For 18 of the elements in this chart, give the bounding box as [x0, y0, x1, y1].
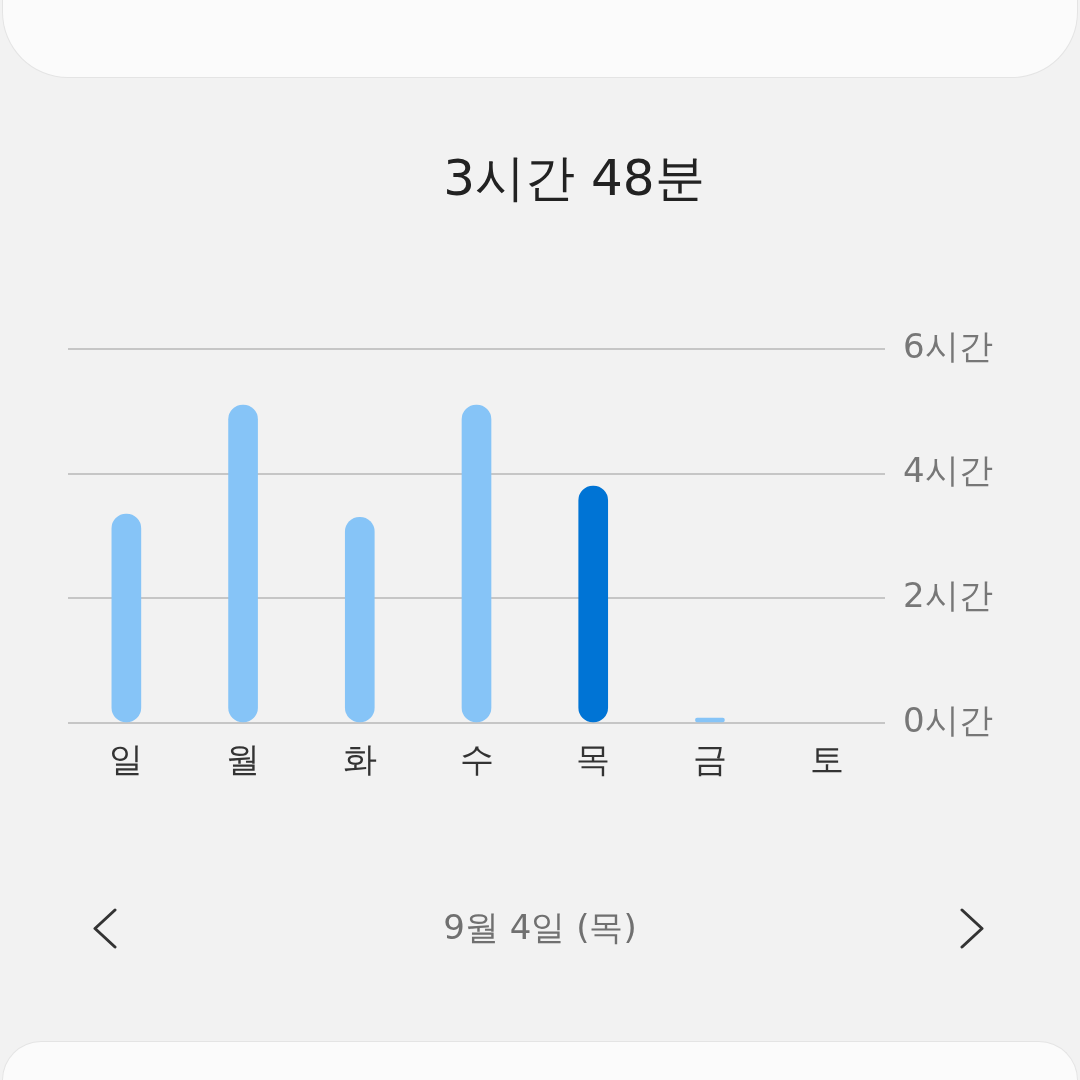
x-tick-label: 토 [809, 739, 844, 780]
y-tick-label: 4시간 [903, 450, 993, 491]
y-tick-label: 2시간 [903, 575, 993, 616]
x-tick-label: 금 [692, 739, 727, 780]
bar [344, 516, 375, 723]
bar [461, 404, 492, 723]
chart-title: 3시간 48분 [443, 148, 705, 207]
x-tick-label: 일 [109, 739, 144, 780]
x-tick-label: 월 [226, 739, 261, 780]
x-tick-label: 목 [576, 739, 611, 780]
y-tick-label: 0시간 [903, 699, 993, 740]
bar [228, 404, 258, 723]
x-tick-label: 수 [459, 739, 494, 780]
bar [578, 485, 609, 723]
y-tick-label: 6시간 [903, 325, 993, 366]
bar [111, 513, 142, 723]
x-tick-label: 화 [342, 739, 377, 780]
text: 9월 4일 (목) [443, 906, 637, 947]
